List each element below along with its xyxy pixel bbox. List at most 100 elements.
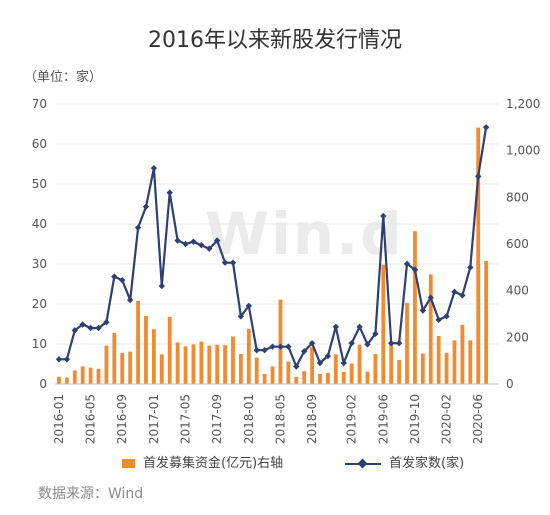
y-left-tick-label: 40 [32,217,47,231]
line-point [245,302,253,310]
line-point [126,296,134,304]
y-left-tick-label: 60 [32,137,47,151]
line-point [380,212,387,220]
line-point [348,339,355,347]
x-tick-label: 2017-09 [210,394,224,444]
line-point [111,273,118,280]
x-tick-label: 2019-06 [376,394,390,444]
line-point [285,343,292,350]
bar [420,353,425,384]
bar [215,344,220,384]
bar [318,374,322,384]
bar [239,354,243,384]
line-point [213,237,221,244]
line-point [103,318,110,326]
bar [64,377,69,384]
bar [120,352,125,384]
bar [373,354,378,384]
bar [207,345,212,384]
y-left-tick-label: 50 [32,177,47,191]
line-point [403,260,411,268]
bar [381,264,386,384]
y-right-tick-label: 400 [506,284,529,298]
x-tick-label: 2016-01 [52,394,66,444]
bar [302,371,307,384]
line-point [229,259,237,266]
legend-line-label: 首发家数(家) [389,456,465,471]
line-point [95,324,102,332]
bar [357,344,362,384]
bar [231,336,235,384]
line-point [253,346,260,354]
line-point [79,321,86,328]
line-point [316,359,324,367]
legend-item-bar: 首发募集资金(亿元)右轴 [122,452,283,471]
x-tick-label: 2018-05 [273,394,287,444]
y-left-tick-label: 30 [32,257,47,271]
line-point [395,339,403,347]
unit-label: （单位：家） [24,70,103,85]
bar [460,324,465,384]
line-point [221,259,229,266]
bar [349,363,354,384]
bar [262,374,267,384]
y-right-tick-label: 800 [506,190,529,204]
line-point [269,343,276,350]
bar [223,345,227,384]
bar [167,316,172,384]
bar [191,344,196,384]
x-tick-label: 2017-01 [147,394,161,444]
bar [112,332,117,384]
line-point [340,359,347,367]
x-tick-label: 2016-05 [84,394,98,444]
bar [199,341,204,384]
line-point [324,352,332,360]
bar [428,274,433,384]
line-point [293,363,300,370]
bar [413,231,417,384]
bar [72,370,77,384]
bar [159,354,164,384]
bar [294,376,299,384]
line-point [237,313,245,320]
bar [246,328,251,384]
bar [397,360,402,384]
x-tick-label: 2016-09 [115,394,129,444]
line-point [87,324,94,332]
x-tick-label: 2020-06 [471,394,485,444]
line-point [71,327,78,334]
line-point [158,282,165,290]
bar [96,368,101,384]
line-point [166,189,173,196]
line-point [443,313,450,320]
line-point [63,356,71,363]
line-point [134,224,142,231]
line-point [308,339,316,347]
bar [436,336,441,384]
legend-item-line: 首发家数(家) [345,452,464,471]
bar [270,366,275,384]
line-point [356,323,363,331]
y-right-tick-label: 1,000 [506,144,540,158]
line-point [182,240,189,248]
bar [183,346,188,384]
line-point [300,348,308,355]
bar [310,347,314,384]
line-point [475,173,482,180]
line-point [482,124,490,131]
bar [57,376,61,384]
line-point [388,339,395,347]
bar [476,127,481,384]
bar [254,357,259,384]
line-point [419,307,427,314]
bar [144,316,148,384]
bar [326,372,330,384]
x-tick-label: 2018-01 [242,394,256,444]
bar [405,302,409,384]
bar [175,342,180,384]
y-left-tick-label: 10 [32,337,47,351]
bar [128,351,133,384]
x-tick-label: 2017-05 [179,394,193,444]
